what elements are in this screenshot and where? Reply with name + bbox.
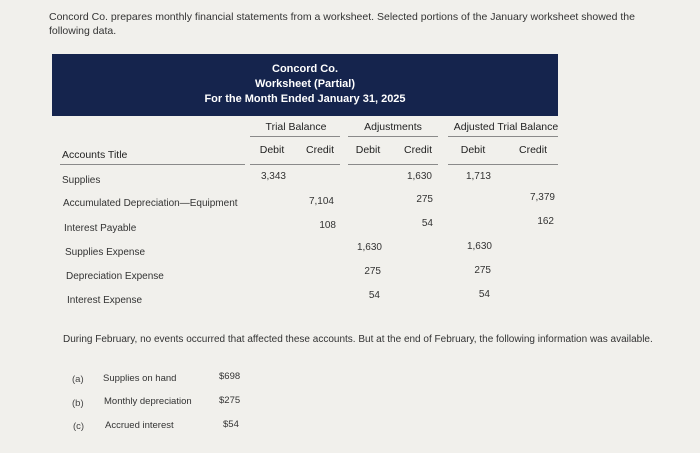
underline-adjusted-trial-balance xyxy=(448,136,558,137)
underline-atb-cols xyxy=(448,164,558,165)
cell-adj-debit: 1,630 xyxy=(356,242,382,253)
company-name: Concord Co. xyxy=(272,63,338,75)
group-adjustments: Adjustments xyxy=(364,121,422,133)
cell-adj-credit: 1,630 xyxy=(406,171,432,182)
cell-atb-debit: 1,713 xyxy=(465,171,491,182)
worksheet-header: Concord Co. Worksheet (Partial) For the … xyxy=(52,54,558,116)
row-account-supplies-expense: Supplies Expense xyxy=(65,247,146,258)
row-account-interest-payable: Interest Payable xyxy=(64,223,137,234)
underline-tb-cols xyxy=(250,164,340,165)
row-account-supplies: Supplies xyxy=(62,175,101,186)
cell-adj-credit: 275 xyxy=(416,194,433,205)
underline-adj-cols xyxy=(348,164,438,165)
cell-atb-credit: 162 xyxy=(537,216,554,227)
group-adjusted-trial-balance: Adjusted Trial Balance xyxy=(453,121,559,133)
info-letter: (c) xyxy=(73,421,85,432)
footer-text: During February, no events occurred that… xyxy=(63,334,653,345)
cell-tb-credit: 108 xyxy=(319,220,336,231)
info-label: Supplies on hand xyxy=(103,373,177,384)
col-accounts-title: Accounts Title xyxy=(62,149,128,161)
col-tb-credit: Credit xyxy=(305,144,334,156)
underline-adjustments xyxy=(348,136,438,137)
col-atb-credit: Credit xyxy=(518,144,547,156)
worksheet-title: Worksheet (Partial) xyxy=(254,78,356,90)
info-value: $275 xyxy=(219,395,241,406)
underline-trial-balance xyxy=(250,136,340,137)
cell-atb-credit: 7,379 xyxy=(529,192,555,203)
info-letter: (b) xyxy=(72,398,84,409)
cell-tb-debit: 3,343 xyxy=(260,171,286,182)
info-value: $54 xyxy=(223,419,239,430)
col-adj-credit: Credit xyxy=(403,144,432,156)
info-value: $698 xyxy=(219,371,241,382)
cell-atb-debit: 275 xyxy=(474,265,491,276)
row-account-interest-expense: Interest Expense xyxy=(67,295,143,306)
col-adj-debit: Debit xyxy=(355,144,381,156)
info-label: Accrued interest xyxy=(105,420,174,431)
cell-adj-debit: 275 xyxy=(364,266,381,277)
cell-adj-credit: 54 xyxy=(421,218,433,229)
row-account-depreciation-expense: Depreciation Expense xyxy=(66,271,164,282)
info-label: Monthly depreciation xyxy=(104,396,192,407)
group-trial-balance: Trial Balance xyxy=(265,121,327,133)
cell-atb-debit: 1,630 xyxy=(466,241,492,252)
intro-text: Concord Co. prepares monthly financial s… xyxy=(49,11,635,37)
cell-atb-debit: 54 xyxy=(478,289,490,300)
underline-accounts-title xyxy=(60,164,245,165)
cell-adj-debit: 54 xyxy=(368,290,380,301)
cell-tb-credit: 7,104 xyxy=(308,196,334,207)
info-letter: (a) xyxy=(72,374,84,385)
row-account-accum-depreciation: Accumulated Depreciation—Equipment xyxy=(63,198,238,209)
col-tb-debit: Debit xyxy=(259,144,285,156)
worksheet-period: For the Month Ended January 31, 2025 xyxy=(204,93,406,105)
col-atb-debit: Debit xyxy=(460,144,486,156)
